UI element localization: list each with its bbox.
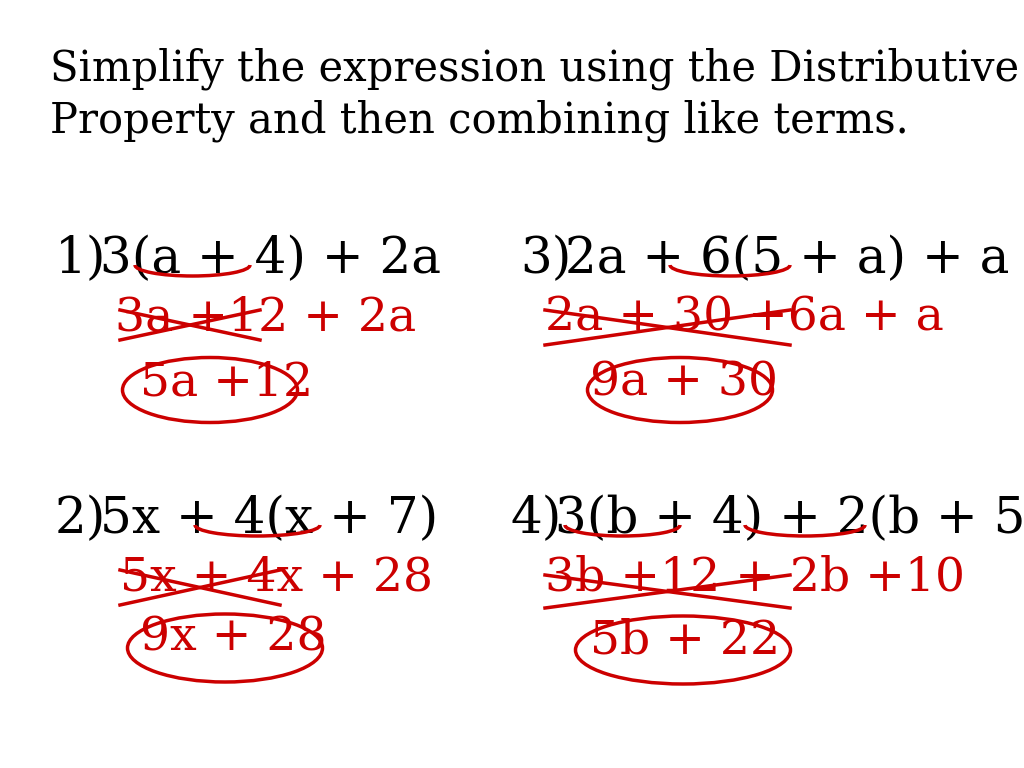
Text: 3a +12 + 2a: 3a +12 + 2a [115, 295, 416, 340]
Text: 2): 2) [55, 495, 106, 545]
Text: 3): 3) [520, 235, 571, 284]
Text: 3b +12 + 2b +10: 3b +12 + 2b +10 [545, 555, 965, 601]
Text: 5a +12: 5a +12 [140, 360, 313, 406]
Text: 2a + 6(5 + a) + a: 2a + 6(5 + a) + a [565, 235, 1010, 284]
Text: 1): 1) [55, 235, 106, 284]
Text: 5b + 22: 5b + 22 [590, 618, 780, 664]
Text: 2a + 30 +6a + a: 2a + 30 +6a + a [545, 295, 944, 340]
Text: 9x + 28: 9x + 28 [140, 615, 327, 660]
Text: 4): 4) [510, 495, 561, 545]
Text: 3(a + 4) + 2a: 3(a + 4) + 2a [100, 235, 441, 284]
Text: Property and then combining like terms.: Property and then combining like terms. [50, 100, 908, 143]
Text: 5x + 4x + 28: 5x + 4x + 28 [120, 555, 433, 601]
Text: Simplify the expression using the Distributive: Simplify the expression using the Distri… [50, 48, 1019, 91]
Text: 3(b + 4) + 2(b + 5): 3(b + 4) + 2(b + 5) [555, 495, 1024, 545]
Text: 5x + 4(x + 7): 5x + 4(x + 7) [100, 495, 438, 545]
Text: 9a + 30: 9a + 30 [590, 360, 778, 406]
